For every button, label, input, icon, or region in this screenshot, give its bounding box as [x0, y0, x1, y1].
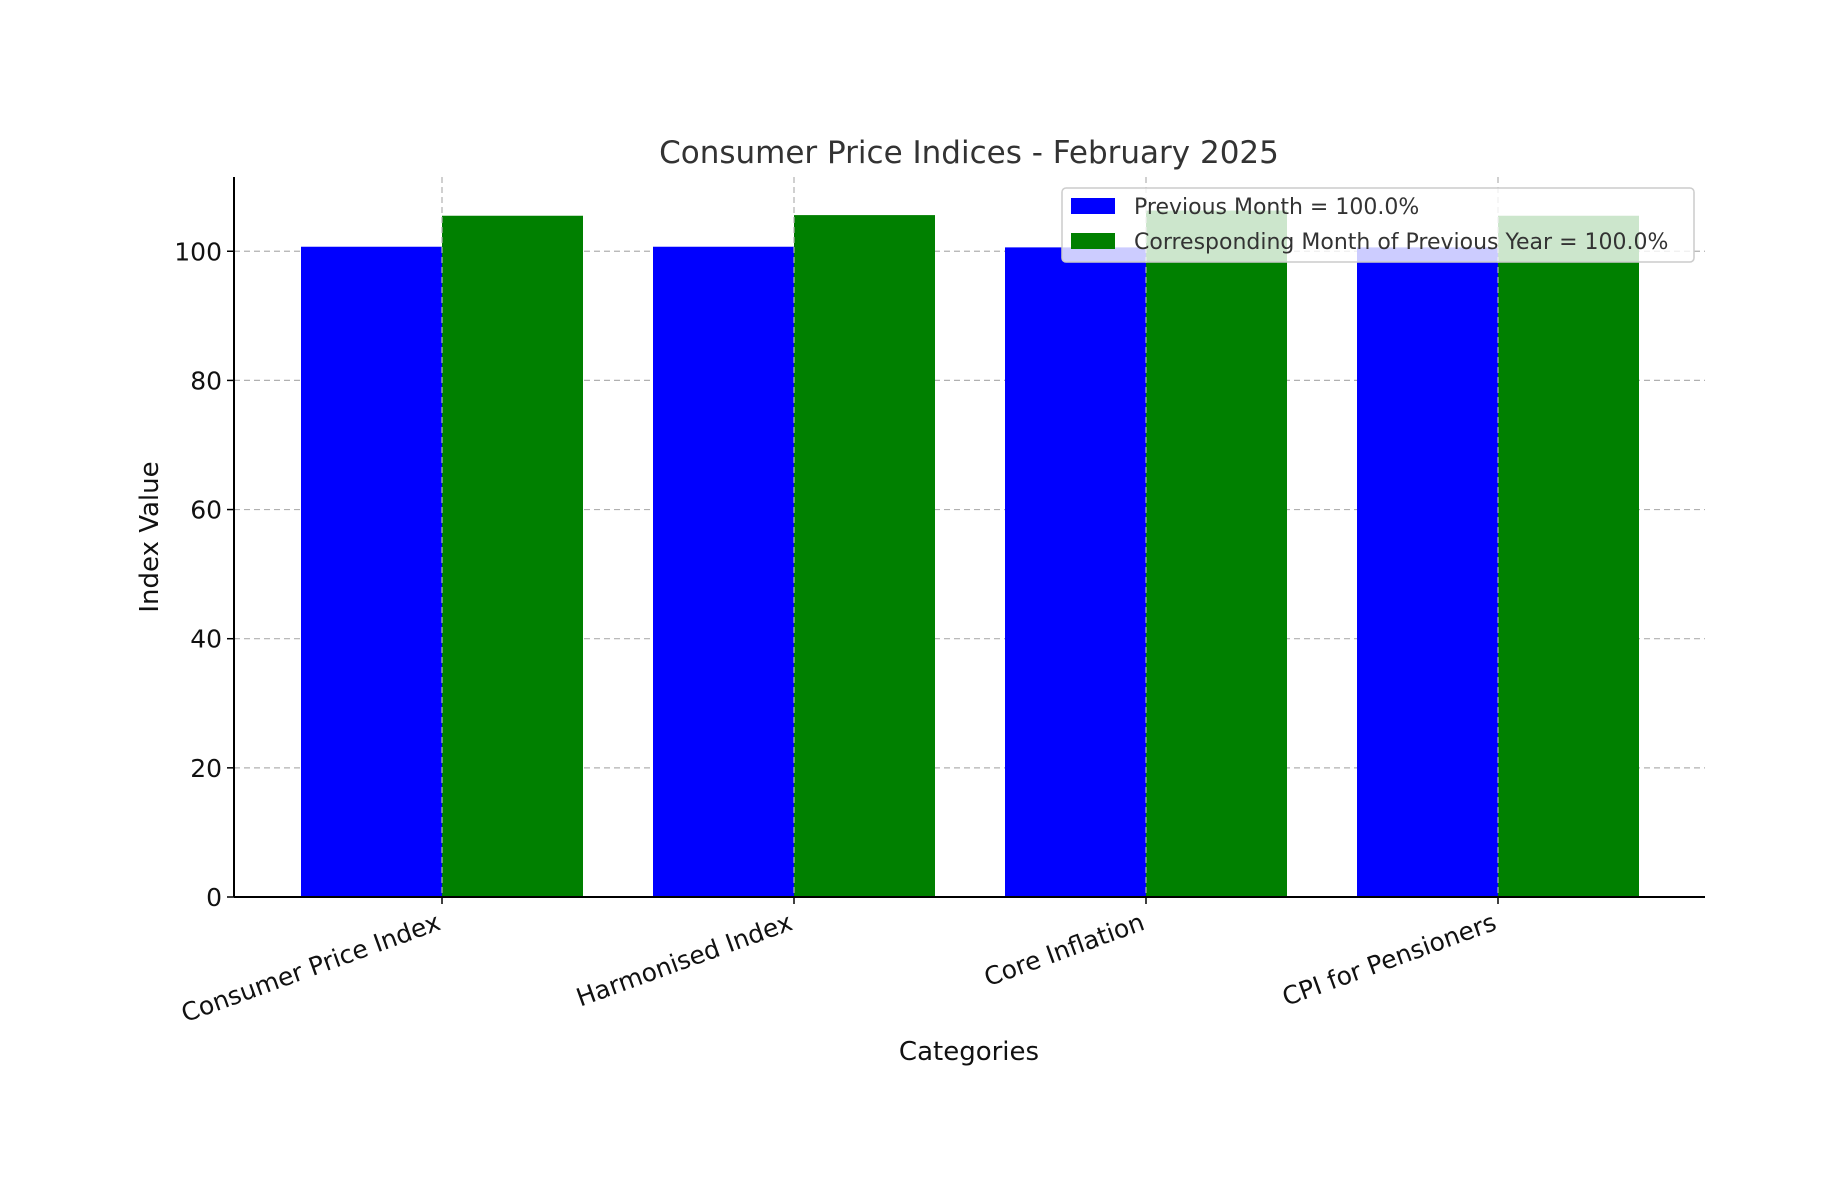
y-tick-label: 0 — [206, 883, 222, 912]
legend-label-previous-month: Previous Month = 100.0% — [1134, 195, 1419, 220]
legend-swatch-previous-year — [1071, 233, 1115, 249]
bar-previous-month-4 — [1357, 247, 1498, 898]
legend-swatch-previous-month — [1071, 198, 1115, 214]
bar-previous-month-3 — [1005, 247, 1146, 898]
bar-previous-year-4 — [1498, 215, 1639, 898]
bar-previous-month-2 — [653, 246, 794, 897]
y-tick-label: 20 — [190, 754, 222, 783]
x-grid-layer — [441, 177, 1499, 897]
x-axis-label: Categories — [899, 1037, 1039, 1067]
y-axis-label: Index Value — [135, 461, 165, 612]
x-tick-label: Consumer Price Index — [177, 907, 444, 1028]
y-tick-label: 80 — [190, 366, 222, 395]
bar-previous-year-3 — [1146, 210, 1287, 897]
legend: Previous Month = 100.0% Corresponding Mo… — [1061, 187, 1695, 263]
y-tick-label: 40 — [190, 625, 222, 654]
bar-previous-month-1 — [301, 246, 442, 897]
bars-layer — [301, 210, 1639, 898]
y-tick-label: 60 — [190, 496, 222, 525]
x-tick-label: CPI for Pensioners — [1278, 907, 1500, 1011]
axes-layer — [233, 177, 1705, 898]
legend-box — [1061, 187, 1695, 263]
y-tick-label: 100 — [174, 237, 222, 266]
x-tick-label: Core Inflation — [980, 907, 1148, 992]
legend-label-previous-year: Corresponding Month of Previous Year = 1… — [1134, 230, 1668, 255]
chart-title: Consumer Price Indices - February 2025 — [659, 135, 1279, 171]
x-tick-label: Harmonised Index — [572, 907, 796, 1012]
bar-previous-year-1 — [442, 215, 583, 898]
bar-previous-year-2 — [794, 215, 935, 898]
